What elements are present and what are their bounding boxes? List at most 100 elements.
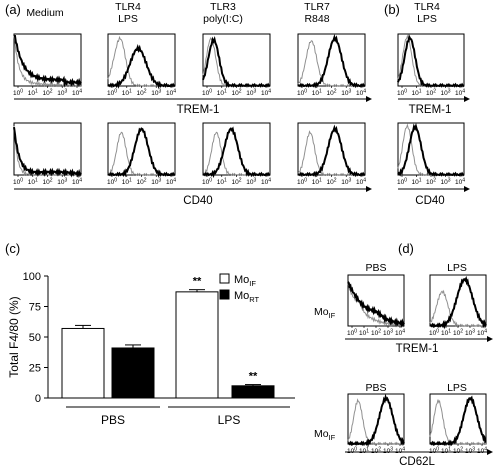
- y-tick-label: 75: [29, 302, 41, 314]
- header-d-lps-bottom: LPS: [447, 382, 467, 394]
- legend-label-mort: MoRT: [234, 290, 260, 304]
- histogram-tick-label: 103: [246, 89, 256, 98]
- histogram-tick-label: 104: [455, 178, 465, 187]
- marker-a-cd40: CD40: [183, 195, 212, 207]
- bars: ** **: [61, 276, 275, 399]
- histogram-tick-label: 100: [297, 178, 307, 187]
- histogram-tick-label: 103: [440, 178, 450, 187]
- hist-a-trem1-medium: 100 101 102 103 104: [13, 33, 82, 98]
- histogram-tick-label: 101: [122, 89, 132, 98]
- histogram-tick-label: 104: [166, 178, 176, 187]
- row-label-d-top: MoIF: [314, 306, 336, 320]
- bar-lps-rt: [231, 385, 275, 399]
- histogram-tick-label: 102: [231, 89, 241, 98]
- bar-pbs-if: [61, 327, 105, 399]
- histogram-frame: [107, 33, 176, 87]
- histogram-tick-label: 100: [397, 89, 407, 98]
- histogram-tick-label: 101: [28, 89, 38, 98]
- hist-a-trem1-polyic: 100 101 102 103 104: [202, 33, 271, 98]
- histogram-tick-label: 103: [465, 329, 475, 338]
- marker-b-cd40: CD40: [415, 195, 444, 207]
- bar-pbs-rt: [111, 347, 155, 399]
- group-label-lps: LPS: [218, 413, 241, 427]
- legend-label-moif: MoIF: [234, 274, 256, 288]
- histogram-tick-label: 100: [429, 447, 439, 456]
- treated-histogram-line: [13, 126, 82, 179]
- histogram-tick-label: 101: [28, 178, 38, 187]
- histogram-tick-label: 103: [57, 178, 67, 187]
- y-tick-label: 0: [35, 393, 41, 405]
- control-histogram-line: [347, 398, 405, 446]
- histogram-tick-label: 100: [347, 329, 357, 338]
- treated-histogram-line: [347, 393, 405, 448]
- header-a-tlr7: TLR7: [304, 1, 330, 13]
- histogram-frame: [347, 393, 405, 445]
- significance-marker: **: [193, 276, 202, 288]
- legend-swatch-moif: [219, 273, 230, 284]
- histogram-tick-label: 103: [341, 178, 351, 187]
- y-ticks: 0 25 50 75 100: [23, 271, 48, 405]
- histogram-tick-label: 104: [72, 89, 82, 98]
- arrowhead-b-trem1: [464, 96, 470, 102]
- panel-label-c: (c): [5, 241, 20, 256]
- treated-histogram-line: [202, 36, 271, 89]
- histogram-tick-label: 100: [202, 178, 212, 187]
- treated-histogram-line: [297, 33, 366, 89]
- histogram-frame: [397, 33, 465, 87]
- histogram-tick-label: 103: [465, 447, 475, 456]
- histogram-tick-label: 103: [151, 89, 161, 98]
- histogram-tick-label: 100: [202, 89, 212, 98]
- histogram-frame: [107, 122, 176, 176]
- header-d-pbs-top: PBS: [365, 262, 386, 274]
- group-label-pbs: PBS: [101, 413, 125, 427]
- y-tick-label: 25: [29, 363, 41, 375]
- histogram-frame: [202, 122, 271, 176]
- histogram-tick-label: 104: [395, 329, 405, 338]
- y-tick-label: 50: [29, 332, 41, 344]
- histogram-tick-label: 103: [440, 89, 450, 98]
- histogram-tick-label: 104: [356, 178, 366, 187]
- histogram-tick-label: 101: [359, 329, 369, 338]
- panel-label-d: (d): [398, 241, 414, 256]
- hist-b-trem1: 100 101 102 103 104: [397, 33, 465, 98]
- histogram-tick-label: 100: [297, 89, 307, 98]
- histogram-tick-label: 103: [151, 178, 161, 187]
- histogram-tick-label: 101: [441, 329, 451, 338]
- hist-d-trem1-pbs: 100 101 102 103 104: [347, 274, 405, 338]
- hist-a-cd40-r848: 100 101 102 103 104: [297, 122, 366, 187]
- histogram-tick-label: 104: [356, 89, 366, 98]
- histogram-tick-label: 101: [217, 178, 227, 187]
- y-tick-label: 100: [23, 271, 41, 283]
- histogram-tick-label: 100: [107, 178, 117, 187]
- histogram-frame: [202, 33, 271, 87]
- histogram-tick-label: 101: [411, 89, 421, 98]
- treated-histogram-line: [347, 281, 405, 329]
- histogram-tick-label: 104: [395, 447, 405, 456]
- control-histogram-line: [429, 289, 487, 328]
- histogram-tick-label: 102: [42, 178, 52, 187]
- histogram-tick-label: 102: [371, 329, 381, 338]
- header-a-r848: R848: [304, 13, 329, 25]
- hist-d-trem1-lps: 100 101 102 103 104: [429, 274, 487, 338]
- histogram-tick-label: 102: [426, 89, 436, 98]
- control-histogram-line: [13, 35, 82, 88]
- header-d-pbs-bottom: PBS: [365, 382, 386, 394]
- treated-histogram-line: [297, 124, 366, 178]
- histogram-tick-label: 100: [429, 329, 439, 338]
- histogram-tick-label: 102: [371, 447, 381, 456]
- header-a-medium: Medium: [26, 7, 64, 19]
- histogram-tick-label: 100: [107, 89, 117, 98]
- histogram-tick-label: 103: [383, 329, 393, 338]
- histogram-tick-label: 104: [455, 89, 465, 98]
- header-b-tlr4: TLR4: [414, 1, 440, 13]
- marker-a-trem1: TREM-1: [177, 104, 220, 116]
- histogram-tick-label: 102: [136, 178, 146, 187]
- header-a-tlr4: TLR4: [115, 1, 141, 13]
- control-histogram-line: [429, 399, 487, 446]
- panel-label-b: (b): [384, 2, 400, 17]
- histogram-tick-label: 101: [411, 178, 421, 187]
- histogram-tick-label: 101: [122, 178, 132, 187]
- histogram-tick-label: 101: [312, 178, 322, 187]
- histogram-tick-label: 104: [477, 329, 487, 338]
- treated-histogram-line: [107, 127, 176, 178]
